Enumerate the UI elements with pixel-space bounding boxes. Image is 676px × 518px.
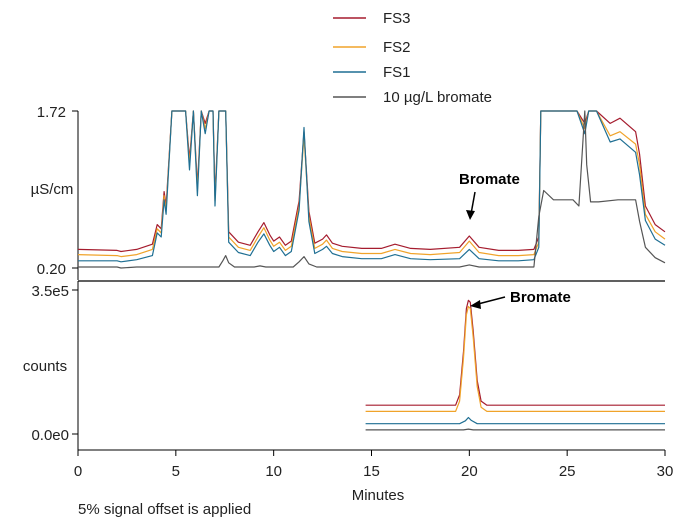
bottom-series-line-10-g-l-bromate <box>365 428 665 431</box>
x-tick-label-25: 25 <box>559 463 576 480</box>
x-axis-label: Minutes <box>352 487 405 504</box>
bottom-series-line-fs3 <box>365 299 665 406</box>
top-series-line-fs2 <box>77 110 666 258</box>
top-y-axis-label: µS/cm <box>31 181 74 198</box>
top-panel: 1.72 0.20 µS/cm Bromate <box>31 104 666 280</box>
top-series-group <box>77 110 666 269</box>
x-ticks-group: 0 5 10 15 20 25 30 <box>74 450 674 480</box>
legend-label-fs3: FS3 <box>383 10 411 27</box>
x-tick-label-0: 0 <box>74 463 82 480</box>
top-series-line-10-g-l-bromate <box>78 110 666 269</box>
bottom-series-line-fs2 <box>365 305 665 412</box>
x-axis: 0 5 10 15 20 25 30 Minutes <box>74 449 674 504</box>
bottom-bromate-arrow-head <box>470 300 481 309</box>
legend: FS3 FS2 FS1 10 µg/L bromate <box>333 10 492 106</box>
x-tick-label-5: 5 <box>172 463 180 480</box>
bottom-y-axis-label: counts <box>23 358 67 375</box>
top-bromate-annotation: Bromate <box>459 171 520 188</box>
x-tick-label-10: 10 <box>265 463 282 480</box>
footnote: 5% signal offset is applied <box>78 501 251 518</box>
top-series-line-fs1 <box>78 110 666 263</box>
legend-label-fs2: FS2 <box>383 39 411 56</box>
x-tick-label-20: 20 <box>461 463 478 480</box>
bottom-bromate-annotation: Bromate <box>510 289 571 306</box>
x-tick-label-30: 30 <box>657 463 674 480</box>
top-y-tick-label-max: 1.72 <box>37 104 66 121</box>
bottom-y-tick-label-min: 0.0e0 <box>31 427 69 444</box>
top-y-tick-label-min: 0.20 <box>37 261 66 278</box>
bottom-bromate-arrow-shaft <box>477 296 506 305</box>
x-tick-label-15: 15 <box>363 463 380 480</box>
bottom-series-group <box>365 299 665 431</box>
legend-label-bromate: 10 µg/L bromate <box>383 89 492 106</box>
top-bromate-arrow-head <box>466 210 475 220</box>
top-bromate-arrow-shaft <box>470 191 476 215</box>
bottom-series-line-fs1 <box>365 416 665 425</box>
legend-label-fs1: FS1 <box>383 64 411 81</box>
bottom-y-tick-label-max: 3.5e5 <box>31 283 69 300</box>
bottom-panel: 3.5e5 0.0e0 counts Bromate <box>23 281 665 450</box>
top-series-line-fs3 <box>77 110 666 253</box>
